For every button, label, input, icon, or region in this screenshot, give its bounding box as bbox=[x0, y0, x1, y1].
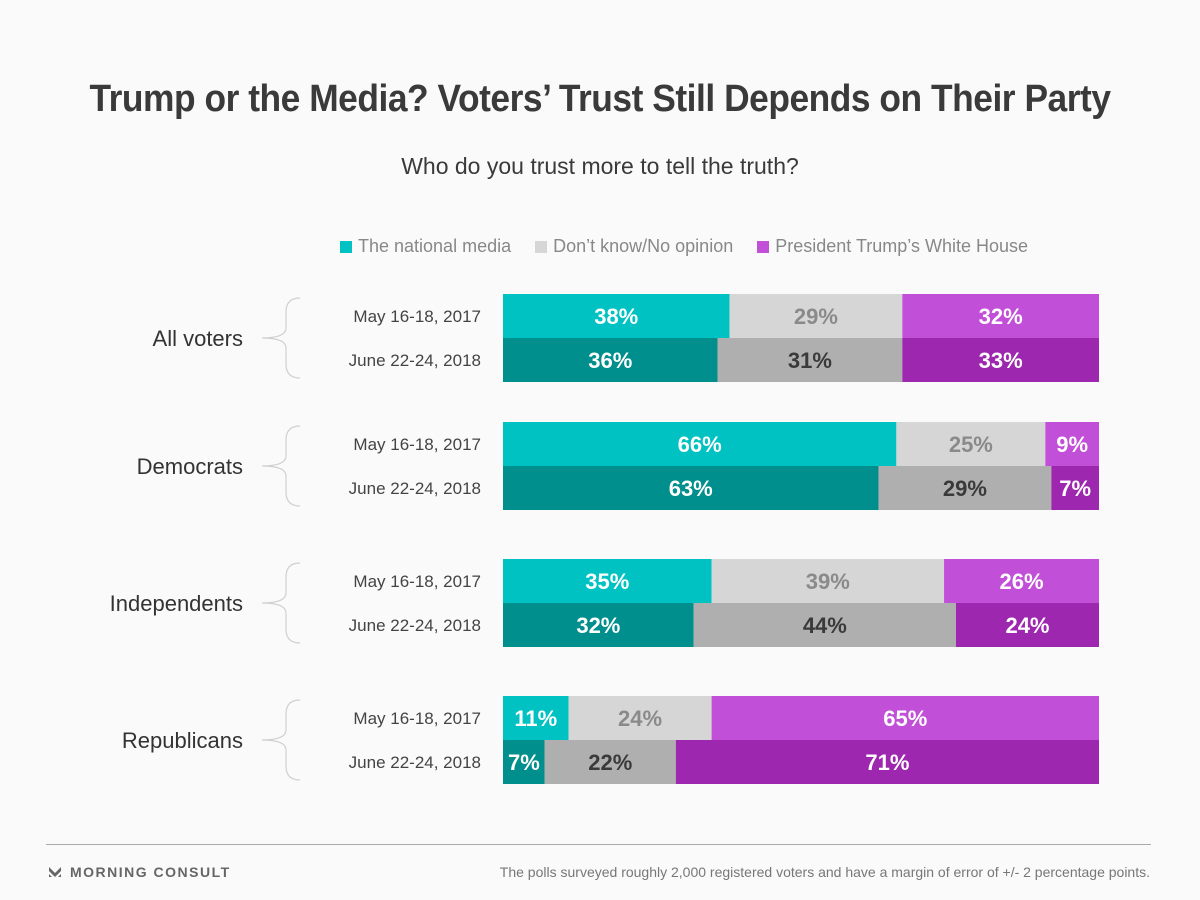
data-label-media: 63% bbox=[669, 476, 713, 501]
group-label: Independents bbox=[110, 591, 243, 616]
bar-segment-media bbox=[503, 338, 718, 382]
bar-segment-white-house bbox=[944, 559, 1099, 603]
row-label: May 16-18, 2017 bbox=[353, 709, 481, 728]
data-label-white-house: 9% bbox=[1056, 432, 1088, 457]
row-label: May 16-18, 2017 bbox=[353, 435, 481, 454]
bar-segment-dont-know bbox=[896, 422, 1046, 466]
legend-swatch-white-house bbox=[757, 240, 770, 253]
bar-segment-media bbox=[503, 466, 879, 510]
legend-item-white-house: President Trump’s White House bbox=[757, 236, 1028, 257]
chart-title: Trump or the Media? Voters’ Trust Still … bbox=[89, 78, 1111, 120]
bar-segment-dont-know bbox=[878, 466, 1052, 510]
brand-name: MORNING CONSULT bbox=[70, 864, 231, 880]
data-label-media: 66% bbox=[678, 432, 722, 457]
data-label-white-house: 26% bbox=[999, 569, 1043, 594]
data-label-media: 36% bbox=[588, 348, 632, 373]
data-label-white-house: 24% bbox=[1005, 613, 1049, 638]
data-label-media: 38% bbox=[594, 304, 638, 329]
row-label: May 16-18, 2017 bbox=[353, 572, 481, 591]
bar-segment-media bbox=[503, 422, 897, 466]
data-label-media: 35% bbox=[585, 569, 629, 594]
legend-item-dont-know: Don’t know/No opinion bbox=[535, 236, 733, 257]
bar-segment-dont-know bbox=[693, 603, 956, 647]
footer-note: The polls surveyed roughly 2,000 registe… bbox=[499, 864, 1150, 880]
bar-segment-media bbox=[503, 294, 730, 338]
data-label-media: 32% bbox=[576, 613, 620, 638]
data-label-white-house: 7% bbox=[1059, 476, 1091, 501]
data-label-dont-know: 29% bbox=[943, 476, 987, 501]
bar-segment-white-house bbox=[955, 603, 1099, 647]
group-label: Republicans bbox=[122, 728, 243, 753]
legend: The national media Don’t know/No opinion… bbox=[340, 236, 1028, 257]
legend-swatch-media bbox=[340, 240, 352, 253]
bar-segment-white-house bbox=[902, 294, 1099, 338]
bar-segment-dont-know bbox=[717, 338, 903, 382]
data-label-white-house: 33% bbox=[979, 348, 1023, 373]
bar-segment-white-house bbox=[1051, 466, 1099, 510]
legend-swatch-dont-know bbox=[535, 240, 548, 253]
bar-segment-media bbox=[503, 603, 694, 647]
data-label-dont-know: 29% bbox=[794, 304, 838, 329]
brand: MORNING CONSULT bbox=[48, 864, 231, 880]
data-label-dont-know: 44% bbox=[803, 613, 847, 638]
bar-segment-white-house bbox=[675, 740, 1099, 784]
data-label-dont-know: 31% bbox=[788, 348, 832, 373]
group-brace bbox=[261, 297, 301, 379]
data-label-white-house: 65% bbox=[883, 706, 927, 731]
data-label-dont-know: 24% bbox=[618, 706, 662, 731]
legend-label-white-house: President Trump’s White House bbox=[775, 236, 1028, 256]
group-label: Democrats bbox=[137, 454, 243, 479]
row-label: June 22-24, 2018 bbox=[349, 479, 481, 498]
bar-segment-white-house bbox=[902, 338, 1099, 382]
group-label: All voters bbox=[153, 326, 243, 351]
group-brace bbox=[261, 425, 301, 507]
data-label-media: 11% bbox=[514, 706, 557, 731]
legend-label-media: The national media bbox=[358, 236, 512, 256]
bar-segment-dont-know bbox=[711, 559, 945, 603]
bar-segment-media bbox=[503, 559, 712, 603]
data-label-media: 7% bbox=[508, 750, 540, 775]
footer-divider bbox=[46, 844, 1151, 845]
row-label: May 16-18, 2017 bbox=[353, 307, 481, 326]
data-label-dont-know: 25% bbox=[949, 432, 993, 457]
bar-segment-media bbox=[503, 696, 569, 740]
chart-subtitle: Who do you trust more to tell the truth? bbox=[401, 153, 799, 179]
data-label-dont-know: 22% bbox=[588, 750, 632, 775]
row-label: June 22-24, 2018 bbox=[349, 351, 481, 370]
data-label-white-house: 71% bbox=[865, 750, 909, 775]
morning-consult-logo-icon bbox=[49, 867, 61, 877]
bar-segment-white-house bbox=[711, 696, 1099, 740]
legend-item-media: The national media bbox=[340, 236, 511, 257]
bar-segment-dont-know bbox=[729, 294, 903, 338]
data-label-dont-know: 39% bbox=[806, 569, 850, 594]
legend-label-dont-know: Don’t know/No opinion bbox=[553, 236, 734, 256]
bar-segment-media bbox=[503, 740, 545, 784]
group-brace bbox=[261, 562, 301, 644]
data-label-white-house: 32% bbox=[979, 304, 1023, 329]
bar-segment-dont-know bbox=[568, 696, 712, 740]
bar-segment-dont-know bbox=[544, 740, 676, 784]
row-label: June 22-24, 2018 bbox=[349, 616, 481, 635]
bar-segment-white-house bbox=[1045, 422, 1099, 466]
row-label: June 22-24, 2018 bbox=[349, 753, 481, 772]
group-brace bbox=[261, 699, 301, 781]
